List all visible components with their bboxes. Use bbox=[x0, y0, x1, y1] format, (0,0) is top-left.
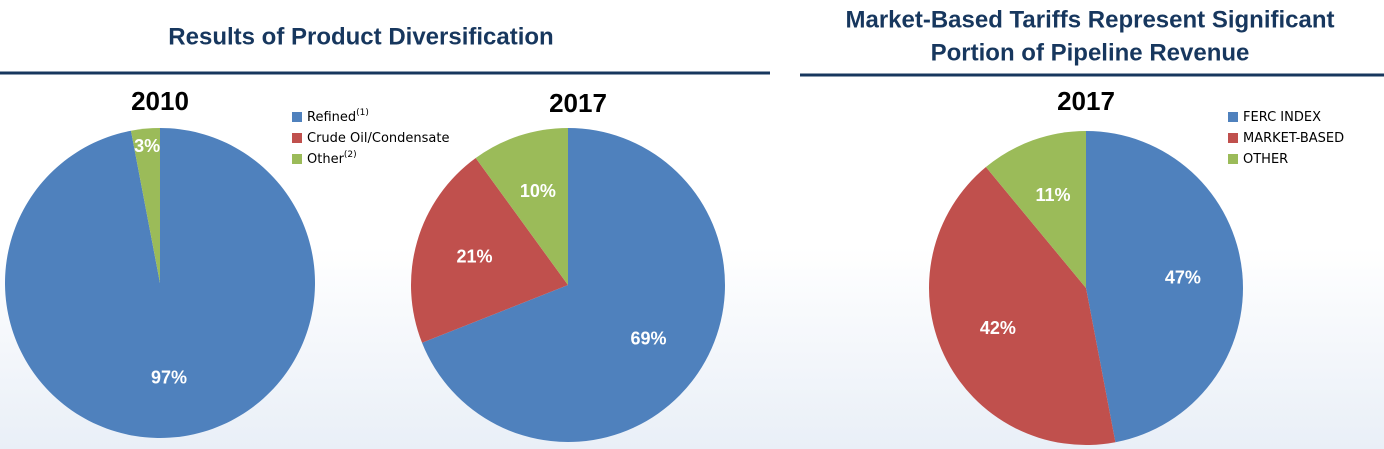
data-label: 97% bbox=[151, 367, 187, 387]
legend-swatch bbox=[292, 154, 302, 164]
pie-slice bbox=[422, 128, 725, 442]
legend-text: Other bbox=[307, 152, 345, 167]
pie-slice bbox=[130, 128, 160, 283]
legend-label: Crude Oil/Condensate bbox=[307, 131, 449, 146]
section-heading: Market-Based Tariffs Represent Significa… bbox=[845, 6, 1334, 33]
legend-note: (2) bbox=[344, 150, 357, 160]
section-heading: Results of Product Diversification bbox=[168, 23, 553, 50]
section-heading: Portion of Pipeline Revenue bbox=[931, 39, 1250, 66]
data-label: 10% bbox=[520, 181, 556, 201]
legend-text: OTHER bbox=[1243, 152, 1288, 167]
legend-swatch bbox=[1228, 112, 1238, 122]
data-label: 42% bbox=[980, 318, 1016, 338]
pie-slice bbox=[410, 157, 568, 343]
data-label: 11% bbox=[1036, 185, 1071, 205]
legend-label: FERC INDEX bbox=[1243, 110, 1321, 125]
data-label: 47% bbox=[1165, 268, 1201, 288]
legend-label: Refined(1) bbox=[307, 108, 369, 125]
pie-slice bbox=[5, 128, 315, 438]
legend-text: MARKET-BASED bbox=[1243, 131, 1344, 146]
legend-label: OTHER bbox=[1243, 152, 1288, 167]
legend-text: FERC INDEX bbox=[1243, 110, 1321, 125]
legend-text: Crude Oil/Condensate bbox=[307, 131, 449, 146]
legend-swatch bbox=[1228, 154, 1238, 164]
data-label: 69% bbox=[630, 328, 666, 348]
legend-label: Other(2) bbox=[307, 150, 357, 167]
legend-text: Refined bbox=[307, 110, 356, 125]
pie-slice bbox=[985, 131, 1086, 288]
chart-title: 2017 bbox=[1057, 86, 1115, 116]
legend-swatch bbox=[292, 112, 302, 122]
pie-slice bbox=[475, 128, 568, 285]
legend-swatch bbox=[1228, 133, 1238, 143]
legend-label: MARKET-BASED bbox=[1243, 131, 1344, 146]
data-label: 3% bbox=[134, 136, 160, 156]
pie-slice bbox=[1086, 131, 1244, 443]
data-label: 21% bbox=[457, 247, 493, 267]
legend-swatch bbox=[292, 133, 302, 143]
legend-note: (1) bbox=[356, 108, 369, 118]
pie-slice bbox=[929, 167, 1116, 445]
chart-title: 2010 bbox=[131, 86, 189, 116]
chart-title: 2017 bbox=[549, 88, 607, 118]
